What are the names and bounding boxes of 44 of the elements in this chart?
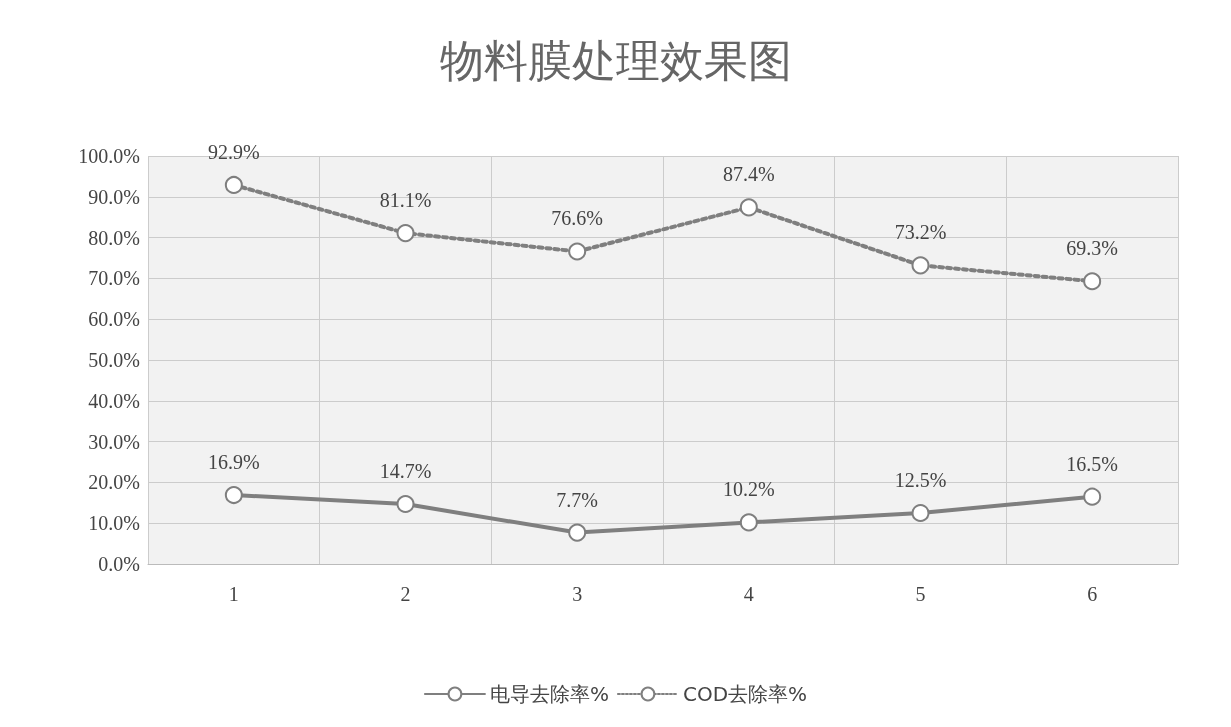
y-tick-label: 90.0% [88,185,140,208]
data-label: 69.3% [1066,237,1118,260]
data-label: 16.5% [1066,452,1118,475]
data-label: 92.9% [208,140,260,163]
x-tick-label: 5 [915,583,926,605]
y-tick-label: 50.0% [88,349,140,371]
y-tick-label: 100.0% [78,145,140,167]
y-tick-label: 40.0% [88,389,140,412]
y-tick-label: 80.0% [88,226,140,249]
chart-title: 物料膜处理效果图 [439,34,792,86]
data-label: 76.6% [551,207,603,230]
legend-label: COD去除率% [682,682,808,706]
y-tick-label: 10.0% [88,512,140,535]
data-label: 87.4% [723,163,775,186]
x-tick-label: 6 [1087,583,1098,605]
point [568,242,587,261]
x-tick-label: 2 [400,583,411,605]
y-tick-label: 0.0% [98,553,140,575]
y-tick-label: 70.0% [88,267,140,290]
data-label: 16.9% [208,451,260,474]
data-label: 7.7% [556,488,598,511]
point [568,523,587,542]
point [224,175,243,194]
x-tick-label: 3 [572,583,583,605]
data-label: 73.2% [894,221,947,244]
x-tick-label: 4 [743,583,754,605]
point [911,504,930,522]
data-label: 14.7% [379,460,432,483]
x-tick-label: 1 [228,583,239,605]
y-tick-label: 30.0% [88,430,140,453]
point [739,513,758,532]
point [224,486,243,505]
point [1083,487,1102,506]
y-tick-label: 60.0% [88,308,140,331]
legend-label: 电导去除率% [489,682,609,706]
y-tick-label: 20.0% [88,471,140,494]
data-label: 12.5% [894,469,947,491]
point [911,256,930,275]
data-label: 81.1% [379,189,432,212]
point [396,495,415,514]
data-label: 10.2% [723,478,775,501]
point [739,198,758,217]
point [396,224,415,243]
point [1083,272,1102,291]
